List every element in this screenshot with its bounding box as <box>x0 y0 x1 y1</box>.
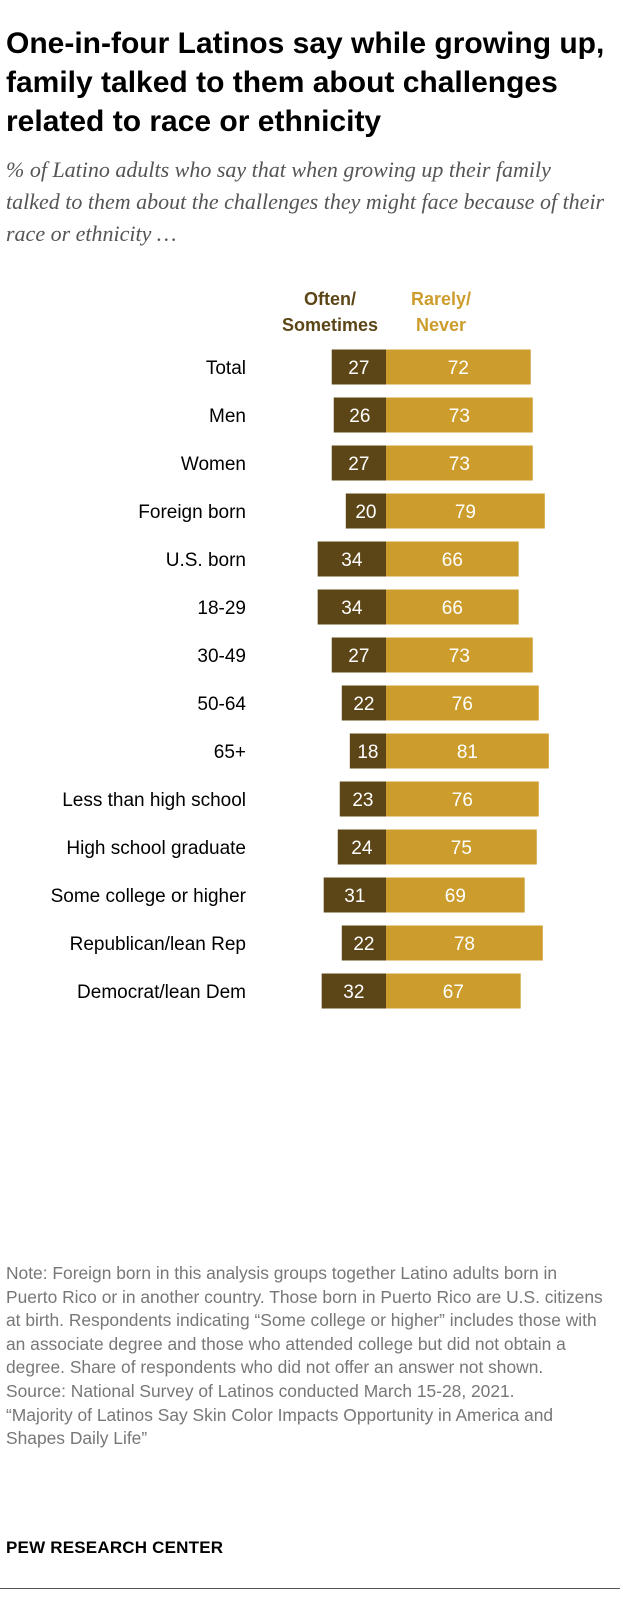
value-label-rarely-never-65: 81 <box>457 742 478 763</box>
value-label-often-sometimes-republican-lean-rep: 22 <box>353 934 374 955</box>
bottom-rule <box>0 1588 620 1589</box>
bar-often-sometimes-women <box>331 445 386 481</box>
value-label-rarely-never-u-s-born: 66 <box>442 550 463 571</box>
value-label-often-sometimes-30-49: 27 <box>348 646 369 667</box>
value-label-often-sometimes-women: 27 <box>348 454 369 475</box>
value-label-rarely-never-some-college-or-higher: 69 <box>445 886 466 907</box>
value-label-often-sometimes-total: 27 <box>348 358 369 379</box>
bar-often-sometimes-high-school-graduate <box>337 829 386 865</box>
value-label-rarely-never-democrat-lean-dem: 67 <box>443 982 464 1003</box>
bar-often-sometimes-some-college-or-higher <box>323 877 386 913</box>
bar-often-sometimes-18-29 <box>317 589 386 625</box>
value-label-often-sometimes-high-school-graduate: 24 <box>351 838 373 859</box>
value-label-often-sometimes-65: 18 <box>357 742 378 763</box>
bar-rarely-never-republican-lean-rep <box>386 925 543 961</box>
value-label-often-sometimes-18-29: 34 <box>341 598 363 619</box>
bar-rarely-never-30-49 <box>386 637 533 673</box>
category-label-50-64: 50-64 <box>197 694 246 715</box>
value-label-rarely-never-women: 73 <box>449 454 470 475</box>
value-label-often-sometimes-u-s-born: 34 <box>341 550 363 571</box>
value-label-often-sometimes-democrat-lean-dem: 32 <box>343 982 364 1003</box>
bar-rarely-never-less-than-high-school <box>386 781 539 817</box>
value-label-often-sometimes-less-than-high-school: 23 <box>352 790 373 811</box>
value-label-often-sometimes-men: 26 <box>349 406 370 427</box>
bar-often-sometimes-65 <box>349 733 386 769</box>
bar-rarely-never-65 <box>386 733 549 769</box>
legend-label-often-sometimes: Often/Sometimes <box>282 289 378 335</box>
value-label-rarely-never-less-than-high-school: 76 <box>452 790 473 811</box>
bar-rarely-never-50-64 <box>386 685 539 721</box>
value-label-rarely-never-total: 72 <box>448 358 469 379</box>
bar-rarely-never-total <box>386 349 531 385</box>
bar-often-sometimes-u-s-born <box>317 541 386 577</box>
category-label-high-school-graduate: High school graduate <box>66 838 246 859</box>
category-label-democrat-lean-dem: Democrat/lean Dem <box>77 982 246 1003</box>
bar-rarely-never-democrat-lean-dem <box>386 973 521 1009</box>
diverging-bar-chart: Often/Sometimes Rarely/Never Total 27 72 Men 2… <box>51 289 549 1009</box>
bar-rarely-never-18-29 <box>386 589 519 625</box>
bar-often-sometimes-republican-lean-rep <box>341 925 386 961</box>
bar-rarely-never-u-s-born <box>386 541 519 577</box>
value-label-rarely-never-30-49: 73 <box>449 646 470 667</box>
category-label-women: Women <box>181 454 246 475</box>
value-label-rarely-never-men: 73 <box>449 406 470 427</box>
category-label-u-s-born: U.S. born <box>166 550 246 571</box>
value-label-often-sometimes-foreign-born: 20 <box>355 502 376 523</box>
bar-often-sometimes-less-than-high-school <box>339 781 386 817</box>
category-label-total: Total <box>206 358 246 379</box>
category-label-65: 65+ <box>214 742 246 763</box>
value-label-rarely-never-50-64: 76 <box>452 694 473 715</box>
legend-label-rarely-never: Rarely/Never <box>411 289 471 335</box>
value-label-rarely-never-18-29: 66 <box>442 598 463 619</box>
source-text: Source: National Survey of Latinos condu… <box>6 1380 515 1401</box>
category-label-18-29: 18-29 <box>197 598 246 619</box>
bar-often-sometimes-30-49 <box>331 637 386 673</box>
notes-block: Note: Foreign born in this analysis grou… <box>6 1262 612 1451</box>
bar-often-sometimes-total <box>331 349 386 385</box>
value-label-rarely-never-republican-lean-rep: 78 <box>454 934 475 955</box>
chart-subtitle: % of Latino adults who say that when gro… <box>6 157 605 246</box>
note-text: Note: Foreign born in this analysis grou… <box>6 1263 603 1378</box>
bar-rarely-never-some-college-or-higher <box>386 877 525 913</box>
category-label-men: Men <box>209 406 246 427</box>
bar-rarely-never-high-school-graduate <box>386 829 537 865</box>
bar-rarely-never-women <box>386 445 533 481</box>
report-title-text: “Majority of Latinos Say Skin Color Impa… <box>6 1404 554 1449</box>
chart-title: One-in-four Latinos say while growing up… <box>6 27 605 138</box>
category-label-less-than-high-school: Less than high school <box>62 790 246 811</box>
bar-often-sometimes-democrat-lean-dem <box>321 973 386 1009</box>
bar-often-sometimes-men <box>333 397 386 433</box>
value-label-often-sometimes-50-64: 22 <box>353 694 374 715</box>
category-label-some-college-or-higher: Some college or higher <box>51 886 247 907</box>
brand-label: PEW RESEARCH CENTER <box>6 1538 224 1557</box>
bar-rarely-never-men <box>386 397 533 433</box>
category-label-republican-lean-rep: Republican/lean Rep <box>70 934 246 955</box>
value-label-often-sometimes-some-college-or-higher: 31 <box>344 886 365 907</box>
category-label-foreign-born: Foreign born <box>138 502 246 523</box>
bar-often-sometimes-50-64 <box>341 685 386 721</box>
bar-rarely-never-foreign-born <box>386 493 545 529</box>
value-label-rarely-never-high-school-graduate: 75 <box>451 838 472 859</box>
category-label-30-49: 30-49 <box>197 646 246 667</box>
value-label-rarely-never-foreign-born: 79 <box>455 502 476 523</box>
bar-often-sometimes-foreign-born <box>345 493 386 529</box>
